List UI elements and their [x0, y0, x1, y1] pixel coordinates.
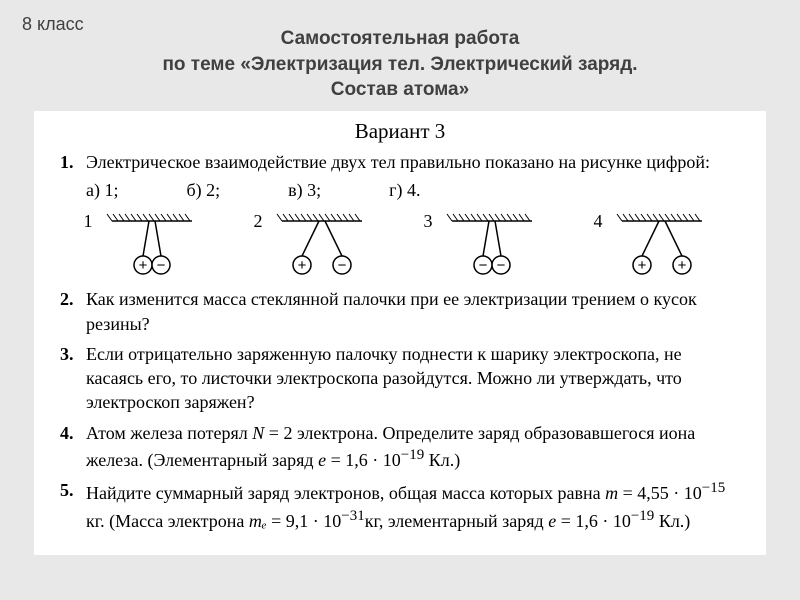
diagram-number: 3: [424, 209, 433, 232]
svg-text:−: −: [156, 257, 165, 274]
question-1-options: а) 1; б) 2; в) 3; г) 4.: [86, 180, 740, 201]
pendulum-diagram-icon: + −: [267, 209, 377, 279]
option-d: г) 4.: [389, 180, 420, 201]
diagram-item: 2 + −: [254, 209, 377, 279]
diagram-number: 1: [84, 209, 93, 232]
question-number: 3.: [60, 342, 86, 415]
question-1: 1. Электрическое взаимодействие двух тел…: [60, 150, 740, 174]
pendulum-diagram-icon: + −: [97, 209, 207, 279]
question-text: Если отрицательно заряженную палочку под…: [86, 342, 740, 415]
option-b: б) 2;: [186, 180, 220, 201]
svg-text:+: +: [297, 257, 306, 274]
diagram-item: 3 − −: [424, 209, 547, 279]
svg-text:+: +: [637, 257, 646, 274]
header-line-2: по теме «Электризация тел. Электрический…: [0, 52, 800, 78]
svg-text:−: −: [478, 257, 487, 274]
pendulum-diagram-icon: + +: [607, 209, 717, 279]
svg-text:+: +: [138, 257, 147, 274]
option-a: а) 1;: [86, 180, 118, 201]
question-2: 2. Как изменится масса стеклянной палочк…: [60, 287, 740, 336]
diagram-number: 2: [254, 209, 263, 232]
worksheet-body: Вариант 3 1. Электрическое взаимодействи…: [34, 111, 766, 555]
question-number: 1.: [60, 150, 86, 174]
option-c: в) 3;: [288, 180, 321, 201]
variant-title: Вариант 3: [60, 119, 740, 144]
question-5: 5. Найдите суммарный заряд электронов, о…: [60, 478, 740, 533]
diagram-number: 4: [594, 209, 603, 232]
question-text: Найдите суммарный заряд электронов, обща…: [86, 478, 740, 533]
svg-text:−: −: [496, 257, 505, 274]
question-3: 3. Если отрицательно заряженную палочку …: [60, 342, 740, 415]
svg-text:−: −: [337, 257, 346, 274]
question-number: 2.: [60, 287, 86, 336]
diagram-item: 1 + −: [84, 209, 207, 279]
grade-label: 8 класс: [22, 14, 84, 35]
diagram-item: 4 + +: [594, 209, 717, 279]
question-text: Как изменится масса стеклянной палочки п…: [86, 287, 740, 336]
header-line-1: Самостоятельная работа: [0, 26, 800, 52]
question-number: 5.: [60, 478, 86, 533]
worksheet-header: Самостоятельная работа по теме «Электриз…: [0, 0, 800, 103]
question-1-diagrams: 1 + − 2 + − 3 −: [60, 209, 740, 279]
question-4: 4. Атом железа потерял N = 2 электрона. …: [60, 421, 740, 473]
pendulum-diagram-icon: − −: [437, 209, 547, 279]
question-text: Атом железа потерял N = 2 электрона. Опр…: [86, 421, 740, 473]
question-text: Электрическое взаимодействие двух тел пр…: [86, 150, 740, 174]
question-number: 4.: [60, 421, 86, 473]
header-line-3: Состав атома»: [0, 77, 800, 103]
svg-text:+: +: [677, 257, 686, 274]
